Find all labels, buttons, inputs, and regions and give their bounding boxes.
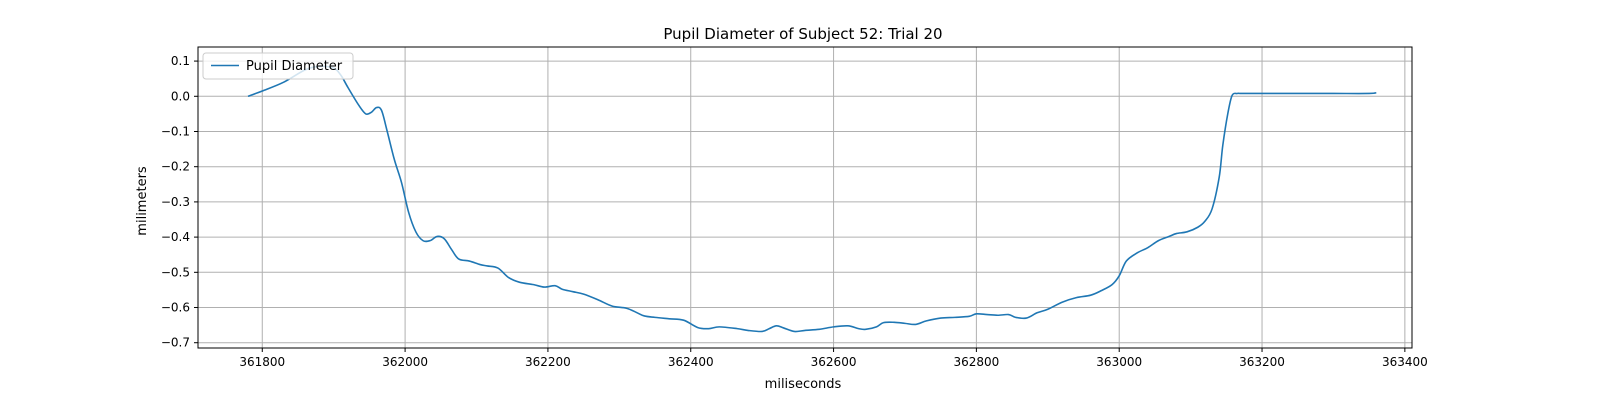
y-tick-label: −0.2 [161, 160, 190, 174]
x-tick-label: 362200 [525, 355, 571, 369]
y-tick-label: 0.0 [171, 89, 190, 103]
y-tick-label: −0.4 [161, 230, 190, 244]
y-tick-label: −0.3 [161, 195, 190, 209]
series-layer [247, 65, 1377, 333]
grid [198, 47, 1412, 348]
x-tick-label: 362800 [953, 355, 999, 369]
x-tick-label: 363400 [1382, 355, 1428, 369]
y-axis-label: milimeters [135, 166, 150, 236]
legend: Pupil Diameter [202, 52, 354, 80]
x-tick-label: 362000 [382, 355, 428, 369]
x-tick-label: 361800 [239, 355, 285, 369]
y-tick-label: −0.7 [161, 336, 190, 350]
legend-label: Pupil Diameter [246, 59, 343, 74]
x-axis-label: miliseconds [765, 377, 842, 392]
legend-box [202, 52, 354, 80]
x-tick-label: 363000 [1096, 355, 1142, 369]
x-tick-label: 362600 [811, 355, 857, 369]
y-tick-label: −0.5 [161, 265, 190, 279]
y-tick-label: −0.1 [161, 124, 190, 138]
x-tick-label: 363200 [1239, 355, 1285, 369]
chart-title: Pupil Diameter of Subject 52: Trial 20 [663, 25, 942, 43]
series-line-pupil-diameter [247, 65, 1377, 333]
y-tick-label: 0.1 [171, 54, 190, 68]
plot-frame [197, 46, 1413, 349]
y-tick-label: −0.6 [161, 301, 190, 315]
y-axis: 0.1 0.0 −0.1 −0.2 −0.3 −0.4 −0.5 −0.6 −0.7 [161, 54, 198, 350]
x-axis: 361800 362000 362200 362400 362600 362800 3630… [239, 348, 1428, 369]
x-tick-label: 362400 [668, 355, 714, 369]
